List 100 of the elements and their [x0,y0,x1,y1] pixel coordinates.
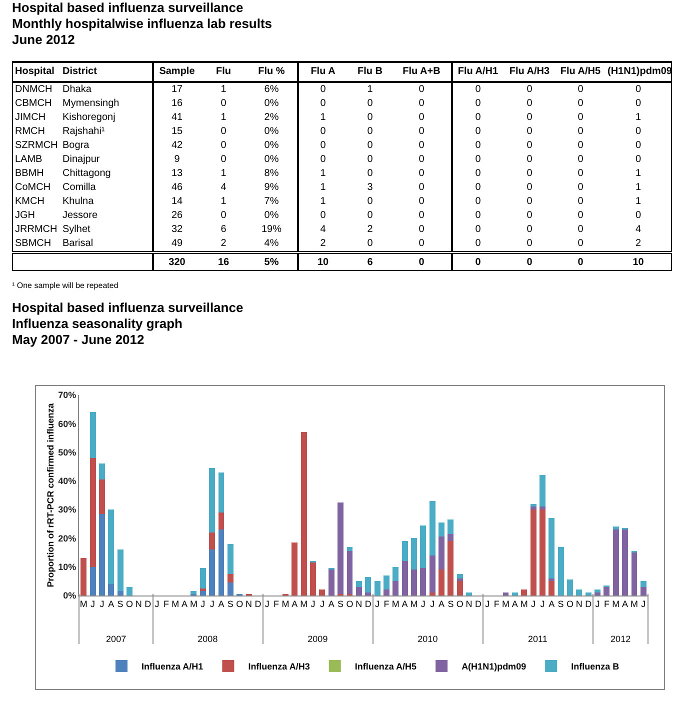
text: (H1N1)pdm09 [606,62,672,82]
text: CBMCH [14,97,53,111]
y-tick-label: 50% [58,447,76,458]
text: 0% [246,125,298,139]
x-tick-label: J [310,599,316,610]
text: 0% [246,153,298,167]
text: 0 [556,252,606,270]
text: 4 [634,223,642,237]
text: 0 [392,167,452,181]
text: 0 [526,195,534,209]
text: 0 [576,237,584,251]
x-tick-label: D [585,599,592,610]
text: 0 [634,209,642,223]
text: 0 [319,209,327,223]
text: 16 [200,252,246,270]
x-tick-label: A [328,599,334,610]
x-tick-label: J [485,599,490,610]
text: 0 [474,223,482,237]
text: 7% [246,195,298,209]
y-tick-label: 70% [58,390,76,400]
x-tick-label: J [540,599,545,610]
text: 1 [220,83,228,97]
text: LAMB [14,153,44,167]
text: SBMCH [14,237,52,251]
x-tick-label: F [604,599,610,610]
x-tick-label: M [392,599,400,610]
text: 2 [366,223,374,237]
text: 0 [474,195,482,209]
text: Flu [200,62,246,82]
text: 16 [170,97,184,111]
text: 42 [170,139,184,153]
text: 4 [220,181,228,195]
text: 1 [319,181,327,195]
x-tick-label: J [200,599,206,610]
text: 0 [474,237,482,251]
x-tick-label: D [364,599,372,610]
text: 1 [220,167,228,181]
legend-label: Influenza B [571,661,620,672]
text: Flu B [348,62,392,82]
text: 4% [246,237,298,252]
text: 0 [366,139,374,153]
text: Khulna [60,195,152,209]
text: KMCH [14,195,46,209]
text: JIMCH [14,111,47,125]
text: Barisal [60,237,152,252]
text: 0 [634,139,642,153]
text: 0 [366,153,374,167]
text: 0 [526,83,534,97]
text: 2 [220,237,228,251]
text: 0 [474,167,482,181]
text: Kishoregonj [60,111,152,125]
text: 0 [576,209,584,223]
x-tick-label: F [274,599,280,610]
text: 0 [474,111,482,125]
text: 0 [526,223,534,237]
text: 0 [526,139,534,153]
x-tick-label: M [282,599,290,610]
text: Flu % [246,62,298,82]
x-tick-label: J [320,599,324,610]
text: 0 [576,181,584,195]
y-tick-label: 20% [58,533,76,544]
text: RMCH [14,125,46,139]
text: 0 [220,97,228,111]
text: 6% [246,82,298,97]
chart-subtitle: Influenza seasonality graph May 2007 - June 2012 [12,316,184,348]
text: 49 [170,237,184,251]
text: 0 [392,125,452,139]
text: DNMCH [14,83,54,97]
text: JRRMCH [14,223,58,237]
text: Rajshahi¹ [60,125,152,139]
text: 0 [526,237,534,251]
text: 0 [526,181,534,195]
text: 0 [392,153,452,167]
y-tick-label: 0% [63,590,76,601]
text: 1 [319,111,327,125]
x-tick-label: N [135,599,142,610]
text: 0 [392,181,452,195]
text: 46 [170,181,184,195]
text: BBMH [14,167,45,181]
text: 10 [298,252,348,270]
text: 0 [392,237,452,252]
text: 0 [576,83,584,97]
text: 0 [366,167,374,181]
x-tick-label: A [292,599,298,610]
chart-title: Hospital based influenza surveillance [12,300,244,316]
text: 0 [220,153,228,167]
text: 0 [474,209,482,223]
text: 0 [576,125,584,139]
text: 0 [392,252,452,270]
text: 5% [246,252,298,270]
text: 0 [576,139,584,153]
text: 0 [319,125,327,139]
text: Flu A [298,62,348,82]
text: 17 [170,83,184,97]
text: 0 [576,195,584,209]
x-tick-label: A [622,599,628,610]
text: 0 [504,252,556,270]
text: 9% [246,181,298,195]
text: JGH [14,209,36,223]
x-tick-label: N [576,599,582,610]
